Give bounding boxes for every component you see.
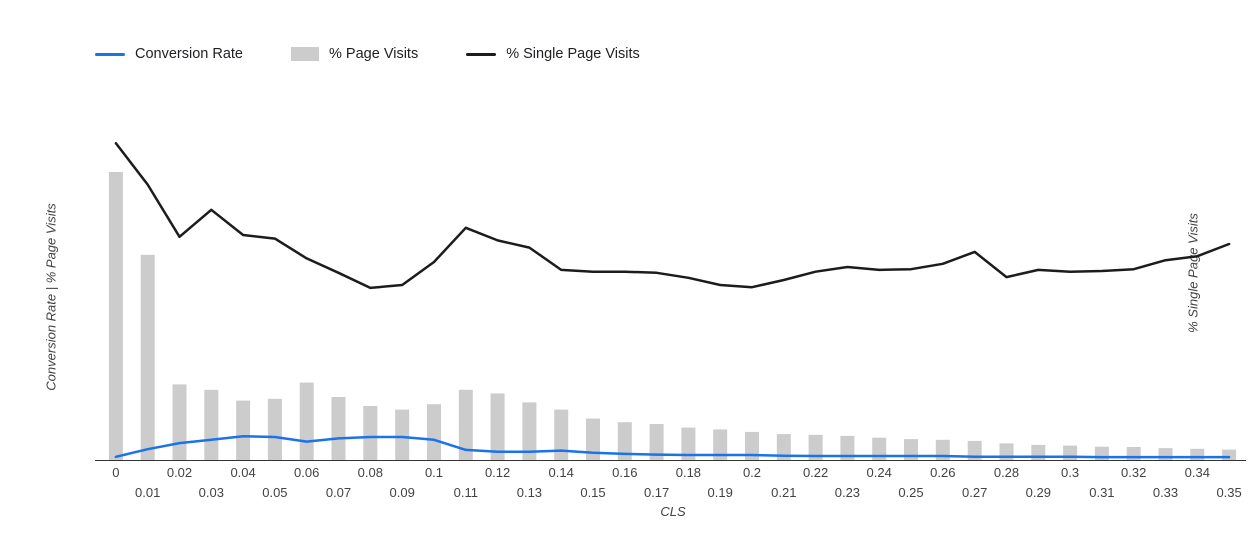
x-tick-label: 0.35: [1216, 485, 1241, 500]
x-tick-label: 0.12: [485, 465, 510, 480]
page-visits-bar: [745, 431, 759, 460]
x-tick-label: 0.34: [1185, 465, 1210, 480]
page-visits-bar: [681, 427, 696, 460]
x-axis-title: CLS: [660, 504, 686, 519]
x-tick-label: 0.16: [612, 465, 637, 480]
x-tick-label: 0.2: [743, 465, 761, 480]
chart-legend: Conversion Rate % Page Visits % Single P…: [95, 46, 640, 62]
page-visits-bar: [331, 397, 346, 460]
x-tick-label: 0.06: [294, 465, 319, 480]
page-visits-bar: [1222, 449, 1237, 460]
page-visits-bar: [967, 440, 982, 460]
x-tick-label: 0.32: [1121, 465, 1146, 480]
x-tick-label: 0.09: [390, 485, 415, 500]
page-visits-bar: [363, 406, 378, 460]
x-tick-label: 0.23: [835, 485, 860, 500]
page-visits-bar: [586, 418, 600, 460]
conversion-rate-line-swatch: [95, 52, 125, 56]
x-tick-label: 0.1: [425, 465, 443, 480]
page-visits-bar: [776, 434, 791, 460]
x-tick-label: 0.33: [1153, 485, 1178, 500]
page-visits-bar-swatch: [291, 47, 319, 61]
page-visits-bar: [713, 429, 728, 460]
page-visits-bar: [808, 434, 823, 460]
page-visits-bar: [236, 400, 251, 460]
x-tick-label: 0.01: [135, 485, 160, 500]
x-tick-label: 0.15: [580, 485, 605, 500]
x-tick-label: 0.03: [199, 485, 224, 500]
-single-page-visits-line: [114, 141, 1231, 290]
legend-label-single-page-visits: % Single Page Visits: [506, 46, 640, 62]
page-visits-bar: [204, 389, 219, 460]
x-tick-label: 0.27: [962, 485, 987, 500]
legend-item-page-visits: % Page Visits: [291, 46, 418, 62]
page-visits-bar: [299, 382, 314, 460]
page-visits-bar: [840, 435, 855, 460]
x-tick-label: 0.04: [230, 465, 255, 480]
page-visits-bar: [395, 409, 410, 460]
x-tick-label: 0.28: [994, 465, 1019, 480]
page-visits-bar: [617, 422, 632, 460]
page-visits-bar: [140, 254, 155, 460]
x-tick-label: 0.26: [930, 465, 955, 480]
x-tick-label: 0.17: [644, 485, 669, 500]
x-tick-label: 0.21: [771, 485, 796, 500]
x-tick-label: 0.31: [1089, 485, 1114, 500]
x-tick-label: 0.18: [676, 465, 701, 480]
page-visits-bar: [458, 389, 473, 460]
legend-item-single-page-visits: % Single Page Visits: [466, 46, 640, 62]
legend-label-conversion-rate: Conversion Rate: [135, 46, 243, 62]
x-tick-label: 0.05: [262, 485, 287, 500]
x-tick-label: 0.14: [549, 465, 574, 480]
legend-label-page-visits: % Page Visits: [329, 46, 419, 62]
page-visits-bar: [427, 404, 441, 460]
x-tick-label: 0.11: [454, 485, 478, 500]
page-visits-bar: [649, 424, 664, 460]
page-visits-bar: [267, 398, 282, 460]
x-tick-label: 0: [112, 465, 119, 480]
x-tick-label: 0.08: [358, 465, 383, 480]
page-visits-bar: [172, 384, 187, 460]
legend-item-conversion-rate: Conversion Rate: [95, 46, 243, 62]
x-tick-label: 0.25: [898, 485, 923, 500]
x-tick-label: 0.29: [1026, 485, 1051, 500]
x-tick-label: 0.07: [326, 485, 351, 500]
x-tick-label: 0.19: [708, 485, 733, 500]
x-tick-label: 0.22: [803, 465, 828, 480]
page-visits-bar: [522, 402, 537, 460]
conversion-rate-line: [114, 434, 1231, 459]
single-page-visits-line-swatch: [466, 52, 497, 56]
page-visits-bar: [554, 409, 569, 460]
x-tick-label: 0.13: [517, 485, 542, 500]
page-visits-bar: [1190, 448, 1205, 460]
page-visits-bar: [108, 172, 123, 460]
x-tick-label: 0.02: [167, 465, 192, 480]
x-tick-label: 0.24: [867, 465, 892, 480]
page-visits-bar: [490, 393, 505, 460]
page-visits-bar: [1158, 448, 1173, 460]
page-visits-bar: [872, 437, 887, 460]
x-tick-label: 0.3: [1061, 465, 1079, 480]
